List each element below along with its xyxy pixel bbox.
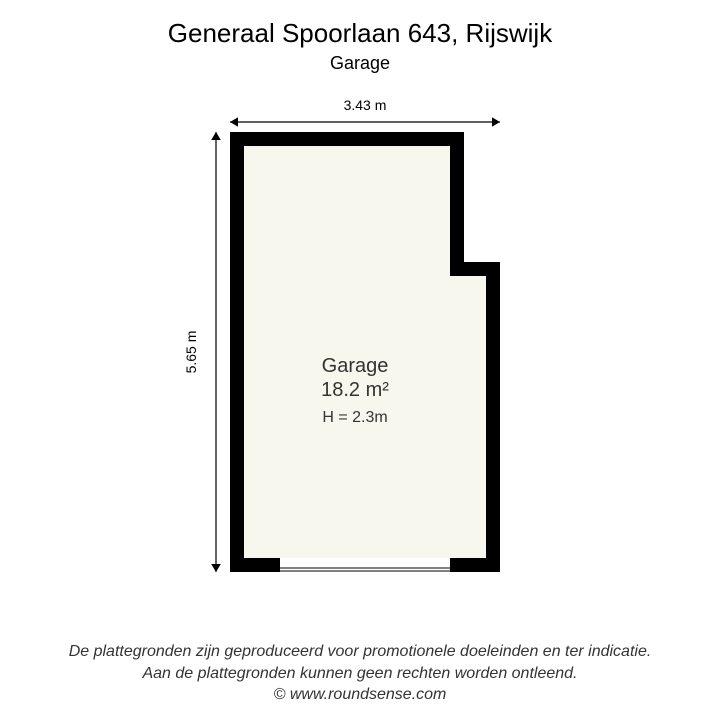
wall bbox=[230, 132, 244, 572]
floorplan-container: 3.43 m 5.65 m Garage18.2 m² H = 2.3m bbox=[0, 82, 720, 630]
page: Generaal Spoorlaan 643, Rijswijk Garage … bbox=[0, 0, 720, 720]
footer-line-2: Aan de plattegronden kunnen geen rechten… bbox=[0, 663, 720, 685]
wall bbox=[230, 558, 280, 572]
wall bbox=[450, 558, 500, 572]
dimension-label-left: 5.65 m bbox=[183, 331, 199, 374]
footer-line-1: De plattegronden zijn geproduceerd voor … bbox=[0, 641, 720, 663]
dimension-label-top: 3.43 m bbox=[344, 97, 387, 113]
room-height-label: H = 2.3m bbox=[322, 409, 387, 426]
wall bbox=[230, 132, 464, 146]
wall bbox=[486, 262, 500, 572]
footer-line-3: © www.roundsense.com bbox=[0, 684, 720, 706]
room-fill bbox=[244, 146, 486, 558]
room-name-label: Garage bbox=[322, 355, 389, 377]
footer: De plattegronden zijn geproduceerd voor … bbox=[0, 641, 720, 706]
room-area-label: 18.2 m² bbox=[321, 379, 389, 401]
page-subtitle: Garage bbox=[0, 53, 720, 74]
wall bbox=[450, 132, 464, 276]
page-title: Generaal Spoorlaan 643, Rijswijk bbox=[0, 0, 720, 49]
floorplan-svg: 3.43 m 5.65 m Garage18.2 m² H = 2.3m bbox=[110, 82, 610, 602]
